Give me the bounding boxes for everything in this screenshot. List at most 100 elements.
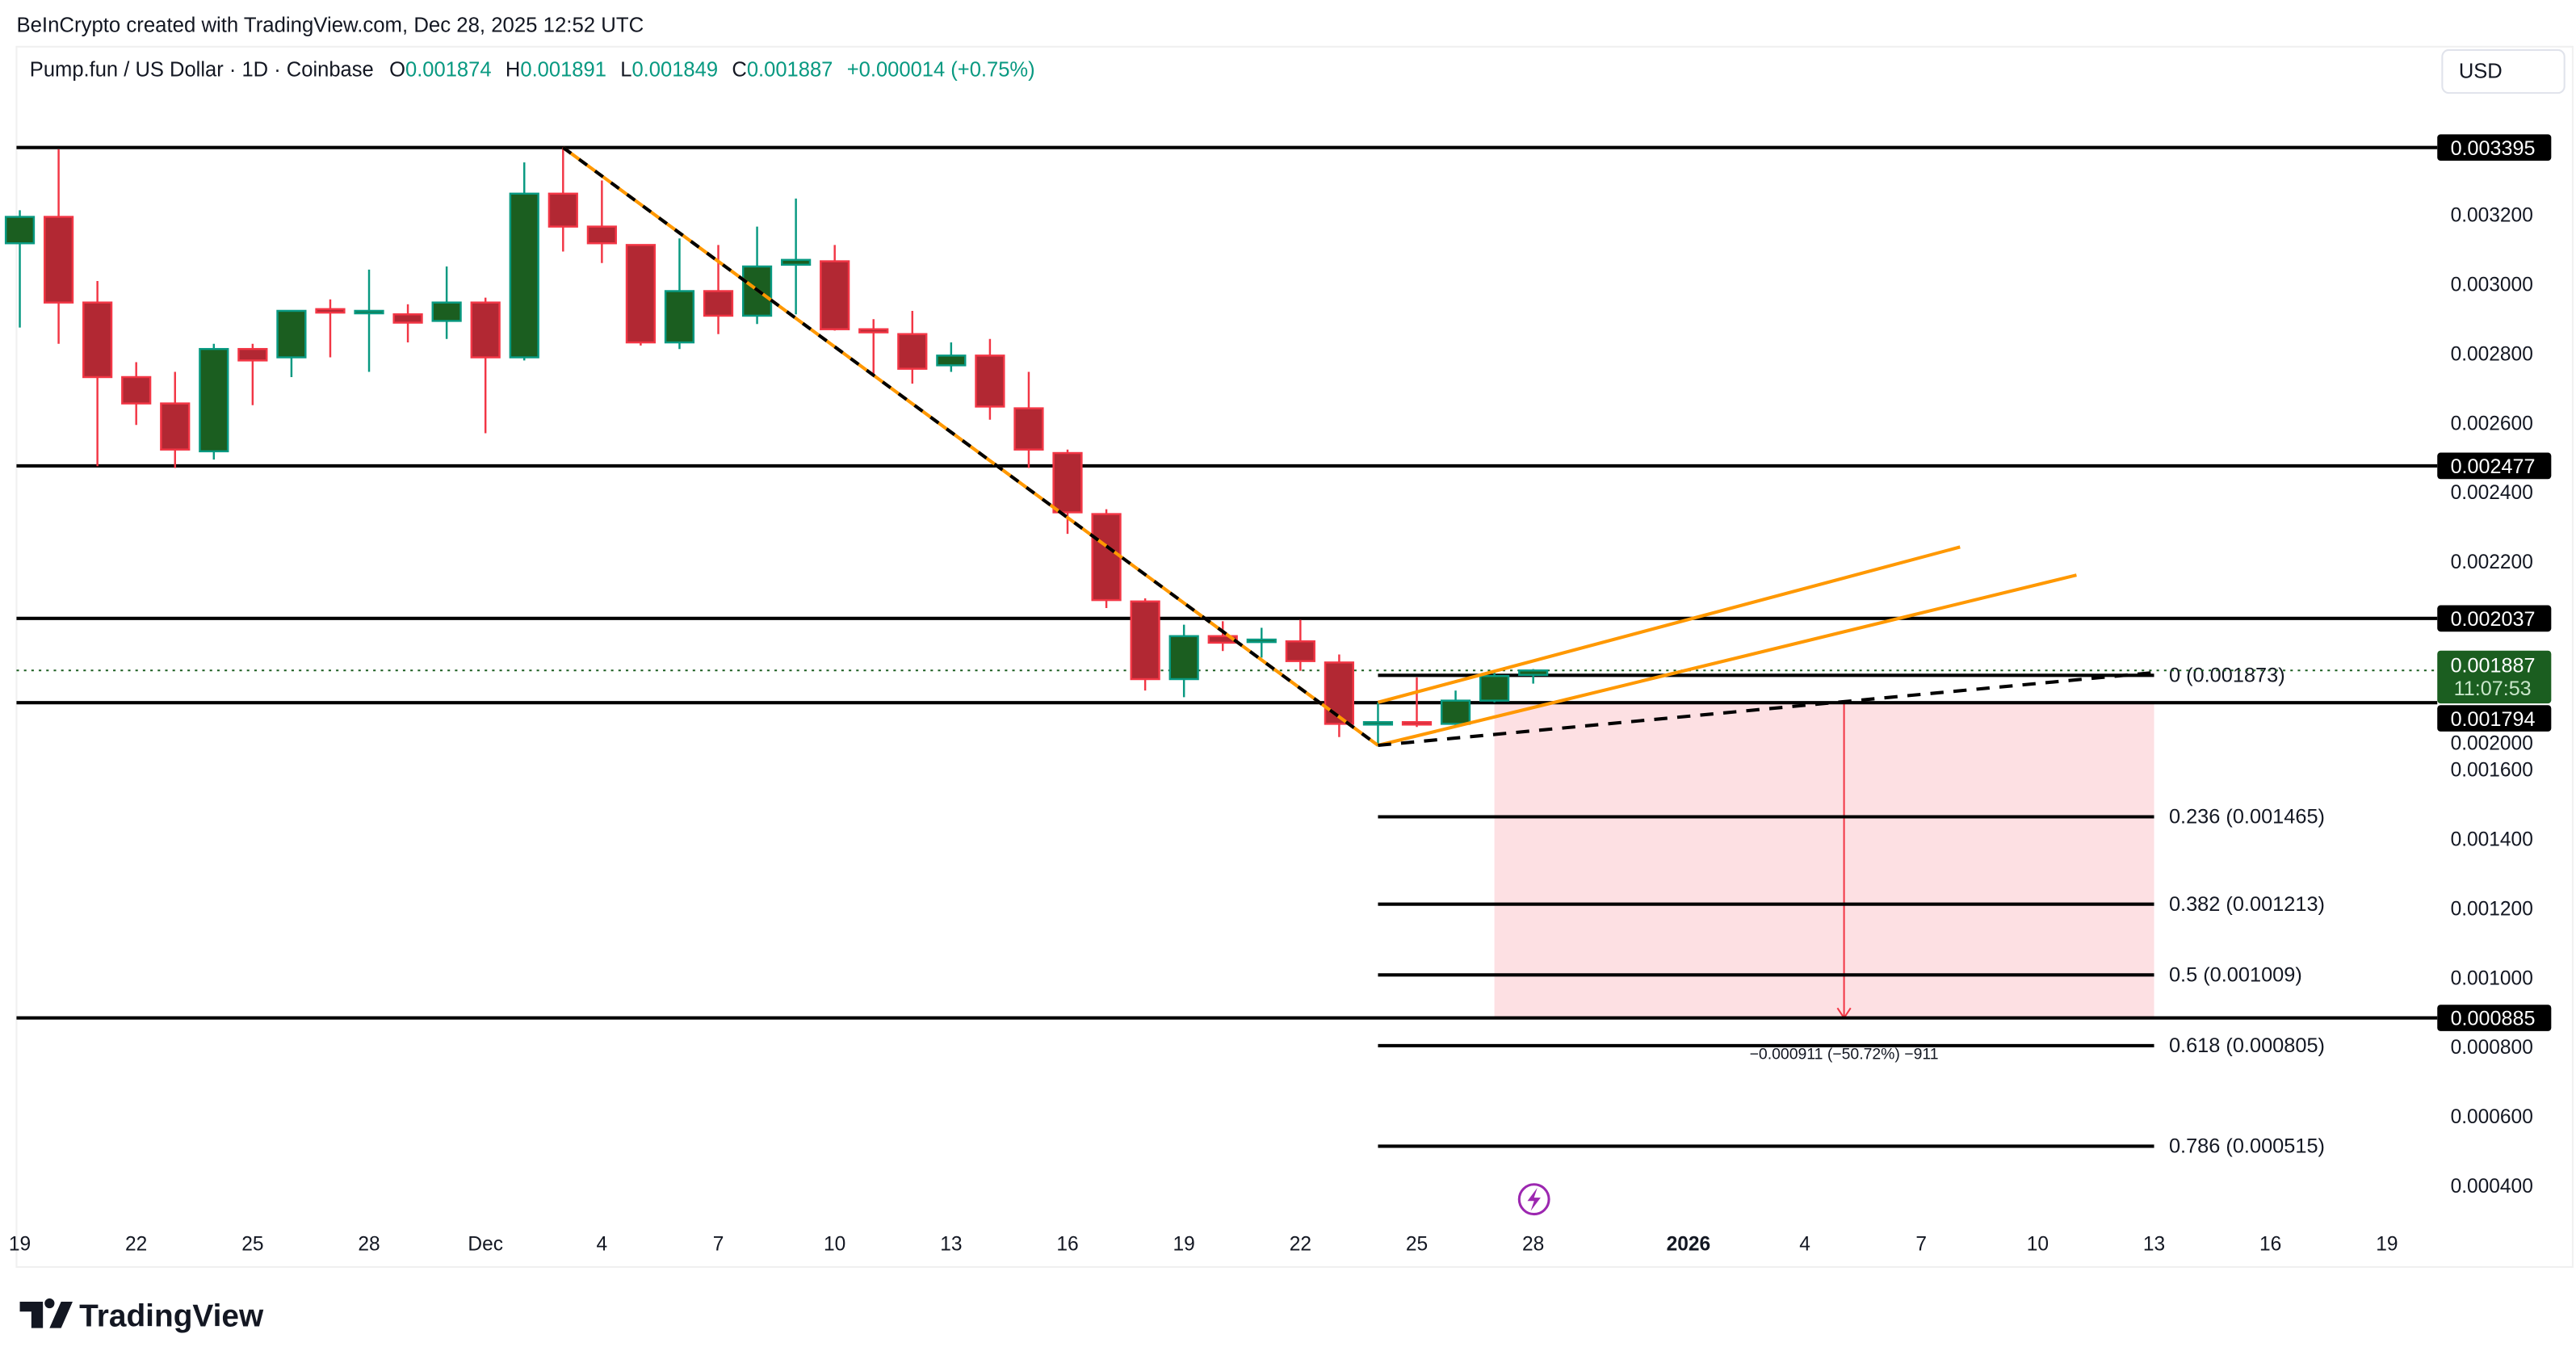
candle-body <box>509 192 539 359</box>
candle-body <box>82 301 113 379</box>
time-tick-label: 19 <box>1173 1234 1195 1256</box>
candle <box>1013 371 1044 468</box>
candle <box>315 299 346 358</box>
level-price-label-bg <box>2437 452 2552 480</box>
level-price-label: 0.002037 <box>2437 605 2552 632</box>
currency-button-label[interactable]: USD <box>2459 61 2503 83</box>
candle-body <box>43 216 74 304</box>
candle <box>1479 672 1510 703</box>
trendlines[interactable] <box>562 146 2154 748</box>
candle <box>936 342 967 372</box>
price-axis[interactable]: 0.003200 0.003000 0.002800 0.002600 0.002400… <box>2451 205 2533 1198</box>
candle-body <box>781 258 812 266</box>
candle-body <box>470 301 501 359</box>
high-value: 0.001891 <box>520 59 606 82</box>
symbol-name: Pump.fun / US Dollar · 1D · Coinbase <box>30 59 374 82</box>
candle-body <box>1324 661 1354 725</box>
candle-body <box>1246 638 1277 644</box>
candle-body <box>548 192 578 228</box>
price-tick-label: 0.000600 <box>2451 1106 2533 1128</box>
candle <box>703 245 734 334</box>
candle-body <box>1013 407 1044 451</box>
candle-body <box>975 354 1005 408</box>
current-price-value: 0.001887 <box>2451 654 2536 677</box>
level-price-label-text: 0.001794 <box>2451 708 2536 731</box>
time-tick-label: 16 <box>1056 1234 1078 1256</box>
candle-body <box>160 402 191 451</box>
level-price-label-text: 0.000885 <box>2451 1008 2536 1030</box>
candle-body <box>431 301 462 322</box>
time-tick-label: 2026 <box>1667 1234 1711 1256</box>
dashed-trendline[interactable] <box>1378 670 2154 748</box>
horizontal-levels[interactable] <box>16 145 2438 1020</box>
time-tick-label: 7 <box>1915 1234 1927 1256</box>
price-tick-label: 0.000800 <box>2451 1037 2533 1059</box>
price-tick-label: 0.002600 <box>2451 413 2533 434</box>
currency-button[interactable]: USD <box>2441 48 2566 94</box>
candle <box>276 309 307 377</box>
candle-body <box>121 375 152 405</box>
candle-body <box>1440 699 1471 725</box>
candle-body <box>858 328 889 334</box>
channel-line[interactable] <box>1377 545 1961 704</box>
candle-body <box>199 347 229 453</box>
candle-body <box>276 309 307 359</box>
level-price-label-bg <box>2437 134 2552 162</box>
time-tick-label: 25 <box>1406 1234 1428 1256</box>
candle-body <box>703 290 734 317</box>
candle-countdown: 11:07:53 <box>2454 678 2532 700</box>
candle <box>160 371 191 468</box>
tradingview-logo-icon <box>19 1298 73 1328</box>
candle-body <box>354 309 384 315</box>
candle <box>43 149 74 344</box>
low-label: L <box>620 59 631 82</box>
tradingview-logo-text: TradingView <box>79 1299 264 1334</box>
candle-body <box>1052 451 1083 514</box>
currency-button-frame[interactable] <box>2441 48 2566 94</box>
candle-body <box>237 347 268 362</box>
candle <box>1246 627 1277 658</box>
measure-label: −0.000911 (−50.72%) −911 <box>1750 1046 1939 1063</box>
time-tick-label: 10 <box>824 1234 845 1256</box>
level-price-label-bg <box>2437 605 2552 632</box>
candle <box>1440 690 1471 728</box>
candle-body <box>664 290 695 344</box>
measure-tool[interactable]: −0.000911 (−50.72%) −911 <box>1494 703 2154 1063</box>
candle <box>121 362 152 426</box>
time-axis[interactable]: 19 22 25 28 Dec 4 7 10 13 16 19 22 25 28 2026 4 7 10 13 16 1… <box>9 1234 2398 1256</box>
candle-body <box>1130 600 1160 681</box>
candle <box>1401 677 1433 728</box>
fibonacci-retracement[interactable]: 0 (0.001873) 0.236 (0.001465) 0.382 (0.001… <box>1378 664 2325 1158</box>
price-tick-label: 0.002000 <box>2451 732 2533 754</box>
level-price-label-bg <box>2437 705 2552 732</box>
candle-body <box>897 333 928 370</box>
time-tick-label: 4 <box>597 1234 608 1256</box>
candle <box>1207 621 1238 652</box>
price-tick-label: 0.001000 <box>2451 967 2533 989</box>
candle <box>1324 654 1354 737</box>
candle <box>392 304 423 343</box>
candle <box>586 180 617 263</box>
candle <box>1518 669 1549 684</box>
candle <box>1168 624 1199 698</box>
fib-level-label: 0.786 (0.000515) <box>2169 1135 2325 1158</box>
candle <box>625 244 657 346</box>
channel-line[interactable] <box>1377 573 2077 748</box>
fib-level-label: 0.5 (0.001009) <box>2169 963 2302 986</box>
event-lightning-icon[interactable] <box>1517 1183 1550 1216</box>
svg-text:Pump.fun / US Dollar · 1D · Co: Pump.fun / US Dollar · 1D · Coinbase O 0.… <box>30 59 1035 82</box>
candle <box>820 245 850 331</box>
open-label: O <box>389 59 405 82</box>
candle-body <box>625 244 657 344</box>
candle-body <box>1518 669 1549 677</box>
candle <box>664 238 695 350</box>
downtrend-line[interactable] <box>562 146 1379 747</box>
measure-range-box[interactable] <box>1494 703 2154 1018</box>
level-price-label: 0.003395 <box>2437 134 2552 162</box>
candle-body <box>4 216 36 245</box>
candle <box>1130 598 1160 691</box>
high-label: H <box>506 59 520 82</box>
level-price-label-text: 0.003395 <box>2451 137 2536 160</box>
